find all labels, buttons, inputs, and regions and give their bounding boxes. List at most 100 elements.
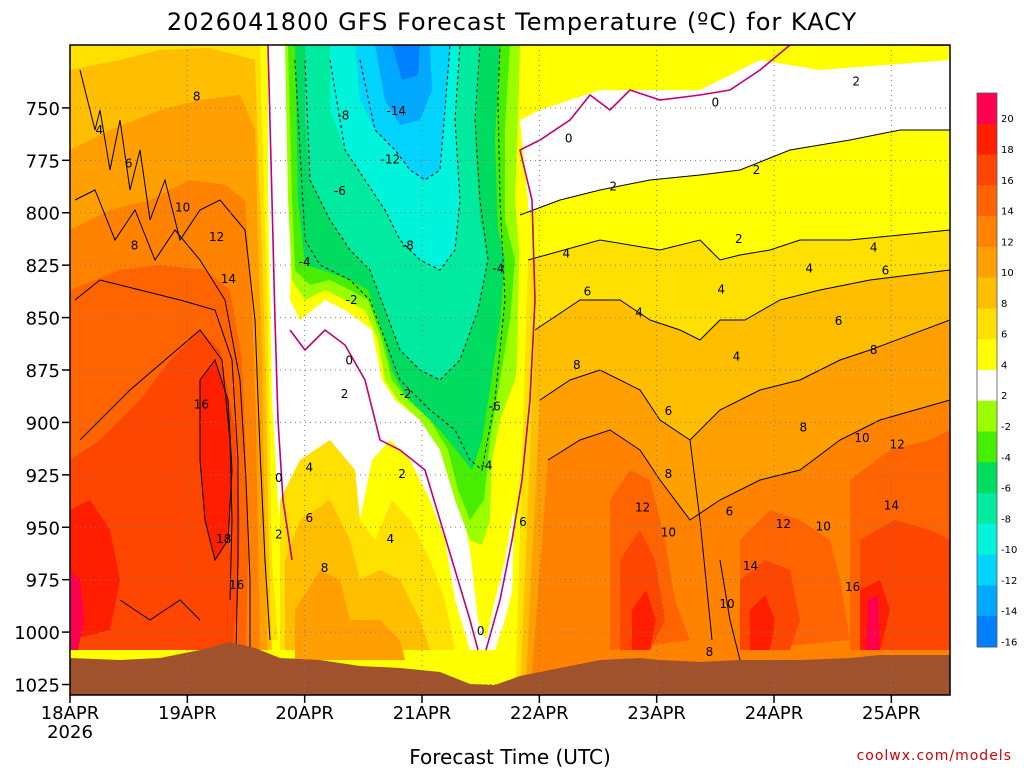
colorbar-label: 14 (1001, 207, 1014, 218)
temperature-field (70, 45, 950, 695)
contour-label: -2 (400, 387, 412, 401)
x-tick-label: 18APR (41, 703, 100, 724)
y-tick-label: 850 (26, 309, 60, 330)
contour-right-7 (689, 439, 713, 641)
contour-label: 8 (193, 89, 201, 103)
contour-label: 12 (635, 500, 650, 514)
colorbar-swatch (977, 308, 997, 340)
contour-label: -4 (299, 255, 311, 269)
colorbar-label: -8 (1001, 514, 1011, 525)
contour-label: 2 (275, 528, 283, 542)
band-right-20 (866, 595, 880, 650)
contour-label: 0 (345, 354, 353, 368)
colorbar-swatch (977, 216, 997, 248)
contour-label: 2 (398, 467, 406, 481)
colorbar-swatch (977, 185, 997, 217)
contour-label: 10 (661, 526, 676, 540)
contour-label: 16 (845, 580, 860, 594)
band-zero-white (268, 45, 950, 650)
colorbar-label: 12 (1001, 237, 1014, 248)
colorbar-swatch (977, 462, 997, 494)
contour-label: 14 (884, 498, 899, 512)
colorbar-swatch (977, 431, 997, 463)
contour-label: -4 (481, 458, 493, 472)
band-left-20 (70, 570, 84, 650)
contour-label: 4 (733, 349, 741, 363)
contour-label: -8 (337, 108, 349, 122)
contour-label: 4 (717, 282, 725, 296)
contour-label: 8 (800, 421, 808, 435)
contour-label: 8 (665, 467, 673, 481)
contour-label: -14 (386, 104, 406, 118)
contour-left-5 (199, 358, 233, 562)
contour-label: -4 (492, 261, 504, 275)
colorbar-swatch (977, 370, 997, 402)
colorbar-swatch (977, 123, 997, 156)
contour-label: 10 (175, 201, 190, 215)
contour-right-4 (539, 319, 950, 441)
contour-label: 0 (275, 471, 283, 485)
colorbar-swatch (977, 400, 997, 433)
contour-label: -6 (489, 400, 501, 414)
contour-label: 6 (665, 404, 673, 418)
colorbar-swatch (977, 339, 997, 371)
contour-label: -12 (381, 152, 401, 166)
colorbar-swatch (977, 93, 997, 125)
colorbar-swatch (977, 554, 997, 586)
x-axis-title: Forecast Time (UTC) (409, 745, 611, 768)
contour-label: -6 (334, 184, 346, 198)
y-tick-label: 750 (26, 99, 60, 120)
contour-label: 6 (584, 284, 592, 298)
y-tick-label: 975 (26, 571, 60, 592)
band-right-16 (632, 590, 656, 650)
contour-label: 6 (125, 157, 133, 171)
zero-isotherm-left (267, 45, 293, 561)
colorbar: 20 18 16 14 12 10 8 6 4 2 -2 -4 -6 -8 -10 -12 -14 -16 (976, 92, 1017, 648)
band-right-16b (750, 595, 775, 650)
y-tick-label: 775 (26, 151, 60, 172)
contour-label: 4 (805, 261, 813, 275)
colorbar-swatch (977, 585, 997, 617)
colorbar-label: 2 (1001, 391, 1007, 402)
colorbar-swatch (977, 616, 997, 648)
colorbar-label: -12 (1001, 576, 1017, 587)
terrain (70, 642, 950, 695)
contour-label: 2 (852, 75, 860, 89)
credit-text: coolwx.com/models (857, 748, 1012, 764)
contour-label: 12 (776, 517, 791, 531)
y-tick-label: 925 (26, 466, 60, 487)
contour-lines (74, 69, 950, 661)
contour-left-1 (79, 69, 271, 641)
zero-isotherm (267, 45, 950, 651)
colorbar-label: -16 (1001, 637, 1017, 648)
contour-left-4 (79, 329, 233, 601)
x-tick-label: 25APR (862, 703, 921, 724)
contour-label: 16 (229, 578, 244, 592)
contour-label: -8 (402, 238, 414, 252)
contour-label: 8 (131, 238, 139, 252)
contour-label: 16 (194, 398, 209, 412)
contour-neg-1 (294, 45, 506, 471)
contour-right-1 (519, 129, 950, 216)
y-axis: 750 775 800 825 850 875 900 925 950 975 1000 1025 (14, 99, 70, 697)
contour-label: 14 (221, 272, 236, 286)
x-tick-label: 20APR (275, 703, 334, 724)
contour-label: 8 (706, 645, 714, 659)
band-mid-8 (295, 570, 405, 660)
y-tick-label: 1025 (14, 676, 60, 697)
colorbar-label: 16 (1001, 176, 1014, 187)
contour-label: 2 (609, 180, 617, 194)
contour-right-5 (547, 399, 950, 521)
contour-label: 10 (816, 519, 831, 533)
chart-title: 2026041800 GFS Forecast Temperature (ºC)… (167, 8, 857, 36)
contour-label: 12 (209, 230, 224, 244)
contour-right-6 (719, 559, 741, 661)
colorbar-label: -6 (1001, 484, 1011, 495)
contour-label: 0 (565, 131, 573, 145)
contour-label: 2 (341, 387, 349, 401)
contour-left-6 (119, 599, 201, 621)
contour-right-2 (527, 229, 950, 261)
contour-label: 4 (306, 461, 314, 475)
